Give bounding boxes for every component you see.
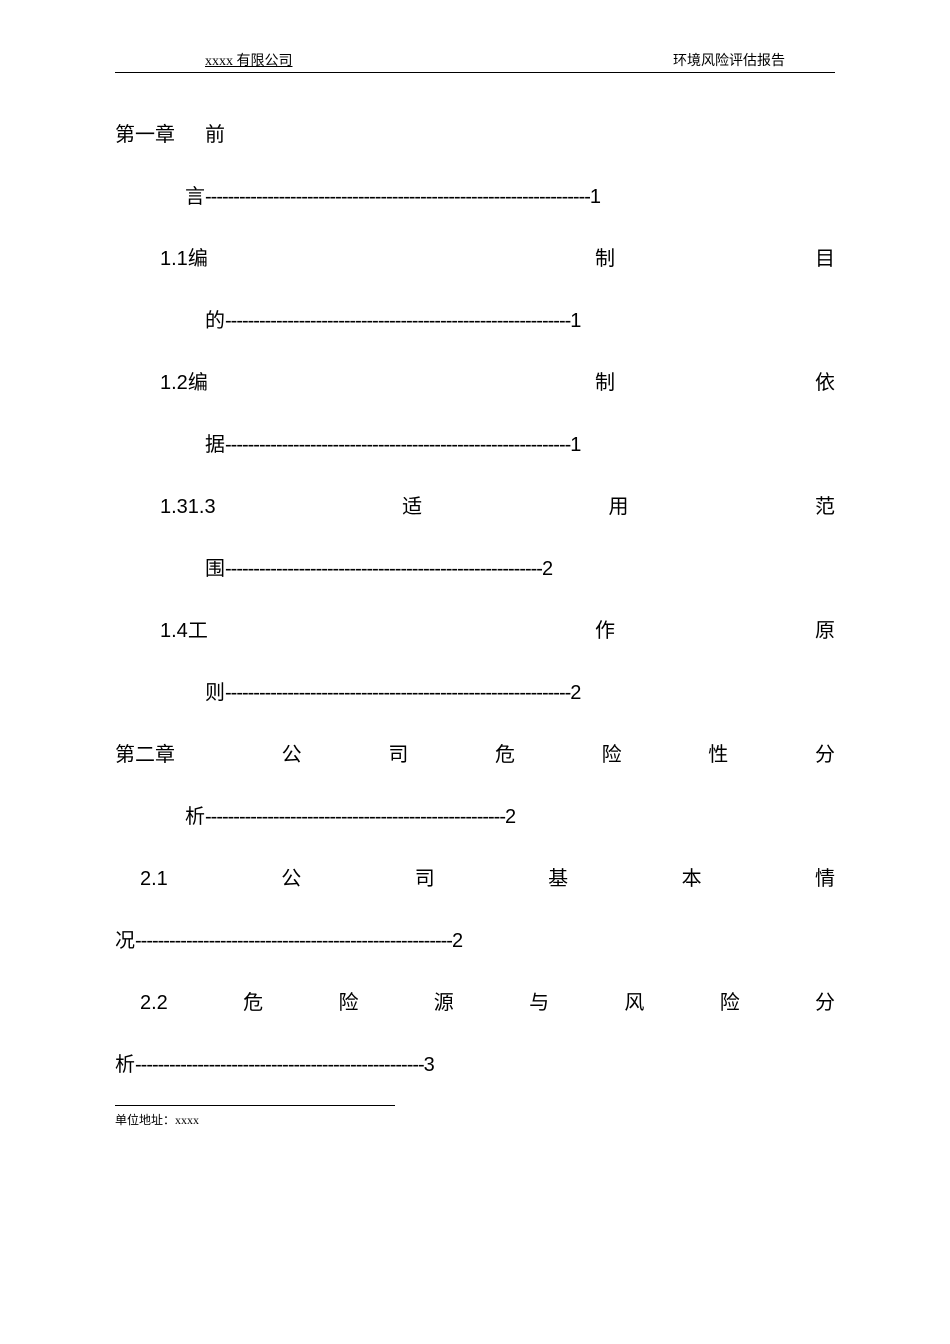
toc-dashes: ----------------------------------------… (205, 175, 590, 219)
chapter-char: 司 (388, 733, 408, 777)
section-char: 险 (720, 981, 740, 1025)
toc-section-1-4-sub: 则 --------------------------------------… (115, 671, 835, 715)
toc-chapter-2-sub: 析 --------------------------------------… (115, 795, 835, 839)
sub-char: 围 (205, 547, 225, 591)
section-num: 1.31.3 (160, 485, 216, 529)
sub-dashes: ----------------------------------------… (225, 671, 570, 715)
chapter-char: 危 (495, 733, 515, 777)
section-char: 编 (188, 248, 208, 270)
sub-char: 的 (205, 299, 225, 343)
section-char: 本 (682, 857, 702, 901)
toc-section-1-1-sub: 的 --------------------------------------… (115, 299, 835, 343)
sub-dashes: ----------------------------------------… (205, 795, 505, 839)
toc-char: 言 (185, 175, 205, 219)
toc-section-2-1-sub: 况 --------------------------------------… (115, 919, 835, 963)
section-num: 1.1 (160, 237, 188, 281)
sub-dashes: ----------------------------------------… (135, 919, 452, 963)
sub-char: 况 (115, 919, 135, 963)
section-char: 风 (624, 981, 644, 1025)
footer-address-label: 单位地址： (115, 1113, 175, 1127)
section-char: 基 (548, 857, 568, 901)
toc-section-1-3-sub: 围 --------------------------------------… (115, 547, 835, 591)
section-num: 2.1 (140, 857, 168, 901)
section-char: 分 (815, 981, 835, 1025)
section-char: 公 (281, 857, 301, 901)
chapter-char: 公 (282, 733, 302, 777)
sub-char: 据 (205, 423, 225, 467)
section-char: 与 (529, 981, 549, 1025)
chapter-char: 险 (602, 733, 622, 777)
sub-char: 析 (185, 795, 205, 839)
section-char: 险 (338, 981, 358, 1025)
sub-dashes: ----------------------------------------… (225, 299, 570, 343)
section-char: 原 (815, 609, 835, 653)
toc-chapter-1-line: 言 --------------------------------------… (115, 175, 835, 219)
chapter-prefix: 第二章 (115, 733, 175, 777)
section-char: 范 (815, 485, 835, 529)
section-char: 制 (595, 237, 815, 281)
toc-section-1-2-sub: 据 --------------------------------------… (115, 423, 835, 467)
toc-section-2-1: 2.1 公 司 基 本 情 (115, 857, 835, 901)
section-char: 危 (243, 981, 263, 1025)
toc-page: 1 (590, 175, 601, 219)
chapter-prefix: 第一章 (115, 113, 175, 157)
section-num: 2.2 (140, 981, 168, 1025)
sub-page: 2 (505, 795, 516, 839)
sub-page: 1 (570, 299, 581, 343)
header-report-title: 环境风险评估报告 (673, 50, 835, 70)
section-char: 用 (609, 485, 629, 529)
footer-address-value: xxxx (175, 1113, 199, 1127)
sub-page: 2 (570, 671, 581, 715)
page-header: xxxx 有限公司 环境风险评估报告 (115, 50, 835, 73)
chapter-char: 前 (205, 113, 225, 157)
toc-section-1-2: 1.2 编 制 依 (115, 361, 835, 405)
toc-section-2-2: 2.2 危 险 源 与 风 险 分 (115, 981, 835, 1025)
chapter-char: 性 (708, 733, 728, 777)
sub-dashes: ----------------------------------------… (225, 423, 570, 467)
section-char: 目 (815, 237, 835, 281)
section-char: 依 (815, 361, 835, 405)
section-char: 司 (415, 857, 435, 901)
section-char: 适 (402, 485, 422, 529)
section-num: 1.4 (160, 609, 188, 653)
toc-section-1-1: 1.1 编 制 目 (115, 237, 835, 281)
toc-section-1-4: 1.4 工 作 原 (115, 609, 835, 653)
section-char: 作 (595, 609, 815, 653)
toc-section-1-3: 1.31.3 适 用 范 (115, 485, 835, 529)
section-char: 情 (815, 857, 835, 901)
document-page: xxxx 有限公司 环境风险评估报告 第一章 前 言 -------------… (0, 0, 950, 1158)
sub-dashes: ----------------------------------------… (225, 547, 542, 591)
sub-page: 2 (452, 919, 463, 963)
header-company: xxxx 有限公司 (115, 50, 293, 70)
chapter-char: 分 (815, 733, 835, 777)
sub-char: 析 (115, 1043, 135, 1087)
section-char: 编 (188, 372, 208, 394)
section-char: 源 (434, 981, 454, 1025)
section-num: 1.2 (160, 361, 188, 405)
table-of-contents: 第一章 前 言 --------------------------------… (115, 113, 835, 1087)
section-char: 工 (188, 620, 208, 642)
sub-dashes: ----------------------------------------… (135, 1043, 424, 1087)
sub-char: 则 (205, 671, 225, 715)
toc-chapter-2-title: 第二章 公 司 危 险 性 分 (115, 733, 835, 777)
section-char: 制 (595, 361, 815, 405)
sub-page: 3 (424, 1043, 435, 1087)
page-footer: 单位地址：xxxx (115, 1105, 395, 1128)
toc-section-2-2-sub: 析 --------------------------------------… (115, 1043, 835, 1087)
sub-page: 1 (570, 423, 581, 467)
toc-chapter-1-title: 第一章 前 (115, 113, 835, 157)
sub-page: 2 (542, 547, 553, 591)
